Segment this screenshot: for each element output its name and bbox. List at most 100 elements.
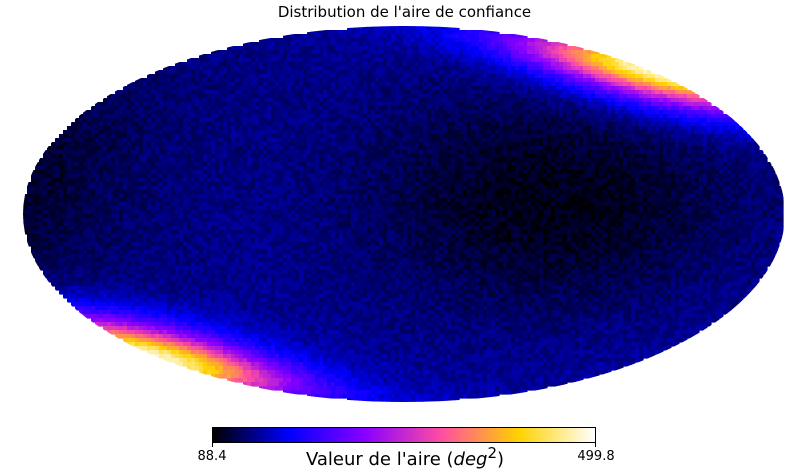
map-cell xyxy=(199,78,204,83)
map-cell xyxy=(259,70,264,75)
map-cell xyxy=(499,58,504,63)
map-cell xyxy=(315,86,320,91)
map-cell xyxy=(375,110,380,115)
map-cell xyxy=(583,162,588,167)
map-cell xyxy=(323,146,328,151)
map-cell xyxy=(255,138,260,143)
map-cell xyxy=(127,118,132,123)
map-cell xyxy=(239,134,244,139)
map-cell xyxy=(595,58,600,63)
map-cell xyxy=(243,58,248,63)
map-cell xyxy=(243,142,248,147)
map-cell xyxy=(547,94,552,99)
map-cell xyxy=(243,122,248,127)
map-cell xyxy=(691,162,696,167)
map-cell xyxy=(583,134,588,139)
map-cell xyxy=(367,82,372,87)
map-cell xyxy=(339,46,344,51)
map-cell xyxy=(643,78,648,83)
map-cell xyxy=(83,170,88,175)
map-cell xyxy=(59,134,64,139)
map-cell xyxy=(123,158,128,163)
map-cell xyxy=(263,158,268,163)
map-cell xyxy=(515,146,520,151)
map-cell xyxy=(547,162,552,167)
map-cell xyxy=(427,150,432,155)
map-cell xyxy=(319,146,324,151)
map-cell xyxy=(455,114,460,119)
map-cell xyxy=(175,102,180,107)
map-cell xyxy=(383,50,388,55)
map-cell xyxy=(495,30,500,35)
map-cell xyxy=(627,122,632,127)
map-cell xyxy=(607,122,612,127)
map-cell xyxy=(551,46,556,51)
map-cell xyxy=(647,126,652,131)
map-cell xyxy=(459,50,464,55)
map-cell xyxy=(291,122,296,127)
map-cell xyxy=(567,158,572,163)
map-cell xyxy=(239,130,244,135)
map-cell xyxy=(591,50,596,55)
map-cell xyxy=(699,150,704,155)
map-cell xyxy=(319,78,324,83)
map-cell xyxy=(275,162,280,167)
map-cell xyxy=(191,90,196,95)
map-cell xyxy=(159,118,164,123)
map-cell xyxy=(355,90,360,95)
map-cell xyxy=(291,86,296,91)
map-cell xyxy=(271,146,276,151)
map-cell xyxy=(259,166,264,171)
map-cell xyxy=(127,162,132,167)
map-cell xyxy=(267,158,272,163)
map-cell xyxy=(43,154,48,159)
map-cell xyxy=(483,166,488,171)
map-cell xyxy=(411,134,416,139)
map-cell xyxy=(131,158,136,163)
map-cell xyxy=(327,154,332,159)
map-cell xyxy=(559,46,564,51)
map-cell xyxy=(327,162,332,167)
map-cell xyxy=(395,166,400,171)
map-cell xyxy=(259,146,264,151)
map-cell xyxy=(135,114,140,119)
map-cell xyxy=(507,162,512,167)
map-cell xyxy=(431,30,436,35)
map-cell xyxy=(195,166,200,171)
map-cell xyxy=(595,122,600,127)
map-cell xyxy=(203,142,208,147)
map-cell xyxy=(375,54,380,59)
map-cell xyxy=(531,114,536,119)
map-cell xyxy=(191,78,196,83)
map-cell xyxy=(279,106,284,111)
map-cell xyxy=(539,58,544,63)
map-cell xyxy=(543,158,548,163)
map-cell xyxy=(295,58,300,63)
map-cell xyxy=(243,98,248,103)
map-cell xyxy=(683,150,688,155)
map-cell xyxy=(535,58,540,63)
map-cell xyxy=(471,62,476,67)
map-cell xyxy=(295,66,300,71)
map-cell xyxy=(583,110,588,115)
map-cell xyxy=(411,42,416,47)
map-cell xyxy=(47,154,52,159)
map-cell xyxy=(591,110,596,115)
map-cell xyxy=(155,90,160,95)
map-cell xyxy=(351,110,356,115)
map-cell xyxy=(359,114,364,119)
map-cell xyxy=(451,46,456,51)
map-cell xyxy=(483,94,488,99)
map-cell xyxy=(615,98,620,103)
map-cell xyxy=(347,114,352,119)
map-cell xyxy=(571,154,576,159)
map-cell xyxy=(131,154,136,159)
map-cell xyxy=(395,62,400,67)
map-cell xyxy=(503,154,508,159)
map-cell xyxy=(479,150,484,155)
map-cell xyxy=(207,94,212,99)
map-cell xyxy=(623,154,628,159)
map-cell xyxy=(227,166,232,171)
map-cell xyxy=(491,58,496,63)
map-cell xyxy=(655,94,660,99)
